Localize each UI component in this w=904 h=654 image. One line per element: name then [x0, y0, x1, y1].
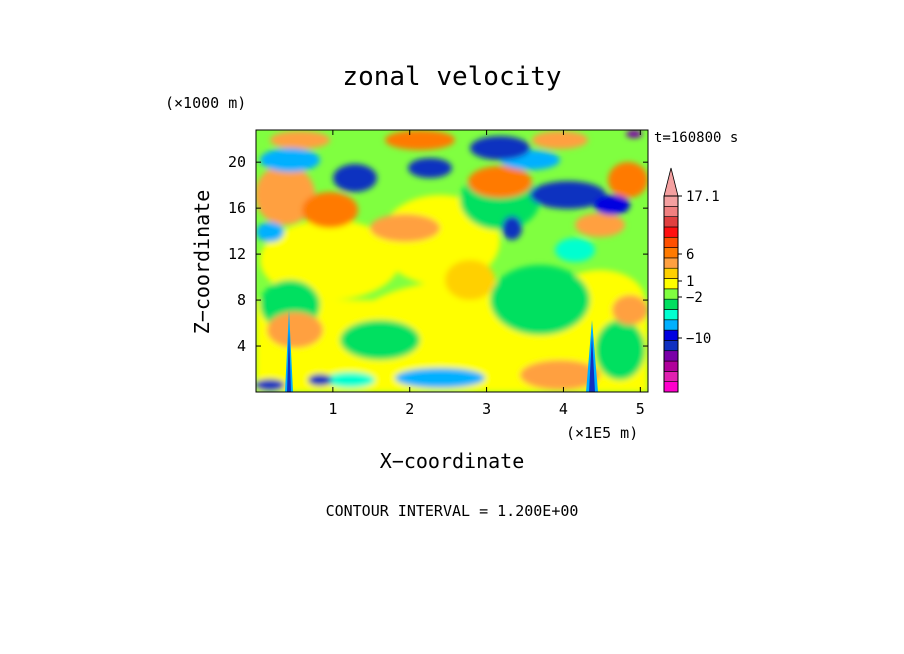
y-axis-unit: (×1000 m): [165, 94, 246, 112]
colorbar-swatch: [663, 216, 679, 228]
colorbar-swatch: [663, 309, 679, 321]
colorbar-swatch: [663, 350, 679, 362]
plot-frame: [255, 129, 649, 393]
colorbar-labels: 17.1 6 1−2 −10: [678, 189, 720, 347]
y-axis-label: Z−coordinate: [190, 190, 214, 335]
x-axis-label: X−coordinate: [380, 449, 525, 473]
colorbar-swatch: [663, 319, 679, 331]
colorbar-swatch: [663, 371, 679, 382]
x-tick-label: 4: [559, 400, 568, 418]
colorbar-top-arrow: [663, 167, 679, 197]
colorbar-frame: [663, 195, 679, 393]
colorbar-swatch: [663, 257, 679, 269]
y-axis-ticks: 4 8 12 16 20: [228, 153, 648, 355]
colorbar-label: 17.1: [686, 189, 720, 205]
y-tick-label: 4: [237, 337, 246, 355]
y-tick-label: 20: [228, 153, 246, 171]
colorbar-swatch: [663, 247, 679, 259]
colorbar-label: 6: [686, 247, 694, 263]
x-axis-unit: (×1E5 m): [566, 424, 638, 442]
colorbar-swatch: [663, 288, 679, 300]
x-axis-ticks: 1 2 3 4 5: [328, 130, 645, 418]
colorbar-swatch: [663, 206, 679, 217]
colorbar-swatch: [663, 195, 679, 207]
colorbar-swatch: [663, 226, 679, 238]
colorbar-swatch: [663, 278, 679, 290]
x-tick-label: 2: [405, 400, 414, 418]
chart-title: zonal velocity: [342, 62, 561, 92]
x-tick-label: 1: [328, 400, 337, 418]
colorbar-swatch: [663, 360, 679, 372]
colorbar-swatch: [663, 236, 679, 248]
heatmap-field: [256, 130, 648, 392]
colorbar-label: −2: [686, 290, 703, 306]
time-label: t=160800 s: [654, 130, 738, 146]
colorbar-swatch: [663, 267, 679, 279]
y-tick-label: 12: [228, 245, 246, 263]
colorbar-label: −10: [686, 331, 711, 347]
colorbar-swatch: [663, 329, 679, 341]
y-tick-label: 16: [228, 199, 246, 217]
x-tick-label: 3: [482, 400, 491, 418]
colorbar-swatch: [663, 381, 679, 393]
contour-interval-note: CONTOUR INTERVAL = 1.200E+00: [326, 502, 579, 520]
colorbar: [663, 167, 679, 393]
x-tick-label: 5: [636, 400, 645, 418]
y-tick-label: 8: [237, 291, 246, 309]
colorbar-label: 1: [686, 274, 694, 290]
colorbar-swatch: [663, 298, 679, 310]
colorbar-swatch: [663, 340, 679, 352]
